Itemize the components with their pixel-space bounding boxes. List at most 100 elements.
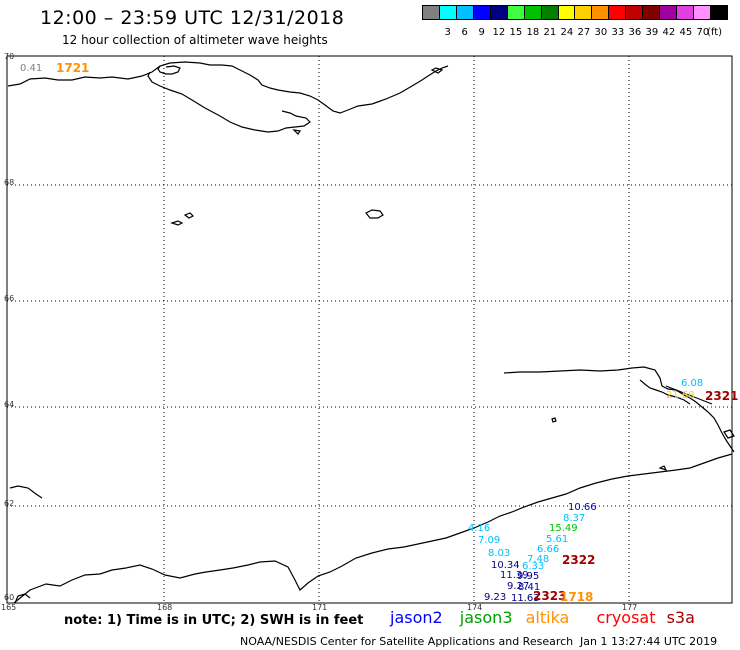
satellite-jason3: jason3 [459, 608, 513, 627]
legend-swatch [626, 6, 644, 19]
satellite-jason2: jason2 [390, 608, 443, 627]
wave-point: 7.48 [527, 554, 550, 565]
wave-point: 15.49 [549, 523, 578, 534]
legend-tick-label: 27 [577, 27, 591, 38]
wave-point: 9.95 [517, 571, 540, 582]
ground-tracks [665, 385, 713, 405]
legend-tick-label: 18 [526, 27, 540, 38]
graticule [7, 56, 732, 603]
legend-swatch [643, 6, 661, 19]
wave-point: 6.66 [537, 544, 560, 555]
island-south-1 [658, 465, 668, 472]
lon-label-165: 165 [1, 603, 17, 612]
wave-point: 9.23 [484, 592, 507, 603]
island-small-1 [365, 209, 384, 219]
legend-swatch [660, 6, 678, 19]
track-2321-line [665, 385, 713, 405]
island-north-1 [430, 67, 444, 74]
legend-swatch [694, 6, 711, 19]
island-east-1 [551, 417, 557, 423]
island-north-2 [292, 129, 302, 135]
coast-north [7, 61, 449, 114]
map-title: 12:00 – 23:59 UTC 12/31/2018 [40, 7, 345, 29]
wave-point: 10.66 [568, 502, 597, 513]
wave-point: 5.61 [546, 534, 569, 545]
track-id: 2322 [562, 553, 596, 567]
legend-swatch [609, 6, 627, 19]
legend-swatch [592, 6, 610, 19]
island-small-3 [183, 212, 195, 219]
legend-swatch [575, 6, 593, 19]
legend-tick-label: 6 [461, 27, 468, 38]
island-small-2 [170, 220, 184, 226]
track-id: 2323 [533, 589, 567, 603]
footer-timestamp: Jan 1 13:27:44 UTC 2019 [580, 635, 718, 648]
lon-label-168: 168 [157, 603, 173, 612]
coastlines [7, 61, 735, 604]
legend-tick-label: 45 [679, 27, 693, 38]
coast-north-lagoon [157, 65, 181, 75]
legend-tick-label: 24 [560, 27, 574, 38]
wave-point: 10.34 [491, 560, 520, 571]
wave-point: 7.09 [478, 535, 501, 546]
satellite-cryosat: cryosat [596, 608, 656, 627]
legend-tick-label: 30 [594, 27, 608, 38]
coast-south [13, 453, 733, 604]
satellite-altika: altika [525, 608, 570, 627]
legend-swatch [507, 6, 525, 19]
legend-swatch [456, 6, 474, 19]
legend-tick-label: 33 [611, 27, 625, 38]
map-frame [6, 55, 733, 604]
lat-label-62: 62 [4, 499, 15, 508]
lat-label-68: 68 [4, 178, 15, 187]
wave-point: 8.41 [518, 582, 541, 593]
legend-tick-label: 42 [662, 27, 676, 38]
wave-point: 11.39 [500, 570, 529, 581]
corner-track: 1721 [56, 61, 90, 75]
coast-north-inner [147, 71, 311, 133]
east-value-2: 21.68 [666, 390, 695, 401]
legend-swatch [439, 6, 457, 19]
legend-tick-label: 3 [444, 27, 451, 38]
legend-tick-label: 15 [509, 27, 523, 38]
lat-label-66: 66 [4, 294, 15, 303]
legend-tick-label: 9 [478, 27, 485, 38]
legend-tick-label: 39 [645, 27, 659, 38]
lat-label-64: 64 [4, 400, 15, 409]
wave-point: 9.27 [507, 581, 530, 592]
track-id: 1718 [560, 590, 594, 604]
lat-label-70: 70 [4, 52, 15, 61]
footer-credit: NOAA/NESDIS Center for Satellite Applica… [240, 635, 574, 648]
coast-norton [639, 379, 691, 405]
wave-point: 11.63 [511, 593, 540, 604]
legend-tick-label: 36 [628, 27, 642, 38]
coast-west-bay [9, 485, 43, 499]
coast-south-inlet [14, 593, 31, 604]
lat-label-60: 60 [4, 593, 15, 602]
coast-alaska [503, 366, 735, 453]
legend-swatch [677, 6, 694, 19]
satellite-s3a: s3a [666, 608, 695, 627]
legend-swatch [710, 6, 727, 19]
legend-swatch [541, 6, 559, 19]
wave-point: 8.03 [488, 548, 511, 559]
legend-swatch [558, 6, 576, 19]
legend-swatch [524, 6, 542, 19]
legend-swatches [422, 5, 728, 20]
legend-unit: (ft) [707, 27, 723, 38]
legend-tick-label: 70 [696, 27, 710, 38]
lon-label-177: 177 [622, 603, 638, 612]
east-value-1: 6.08 [681, 378, 704, 389]
wave-point: 6.33 [522, 561, 545, 572]
wave-point: 8.37 [563, 513, 586, 524]
legend-tick-label: 12 [492, 27, 506, 38]
lon-label-174: 174 [467, 603, 483, 612]
legend-swatch [473, 6, 491, 19]
satellite-list: jason2 jason3 altika cryosat s3a [390, 608, 695, 627]
legend-swatch [423, 6, 440, 19]
color-legend: 3 6 9 12 15 18 21 24 27 30 33 36 39 42 45 70 (ft) [422, 5, 728, 38]
lon-label-171: 171 [312, 603, 328, 612]
map-subtitle: 12 hour collection of altimeter wave hei… [62, 33, 328, 47]
footer-note: note: 1) Time is in UTC; 2) SWH is in fe… [64, 613, 364, 628]
